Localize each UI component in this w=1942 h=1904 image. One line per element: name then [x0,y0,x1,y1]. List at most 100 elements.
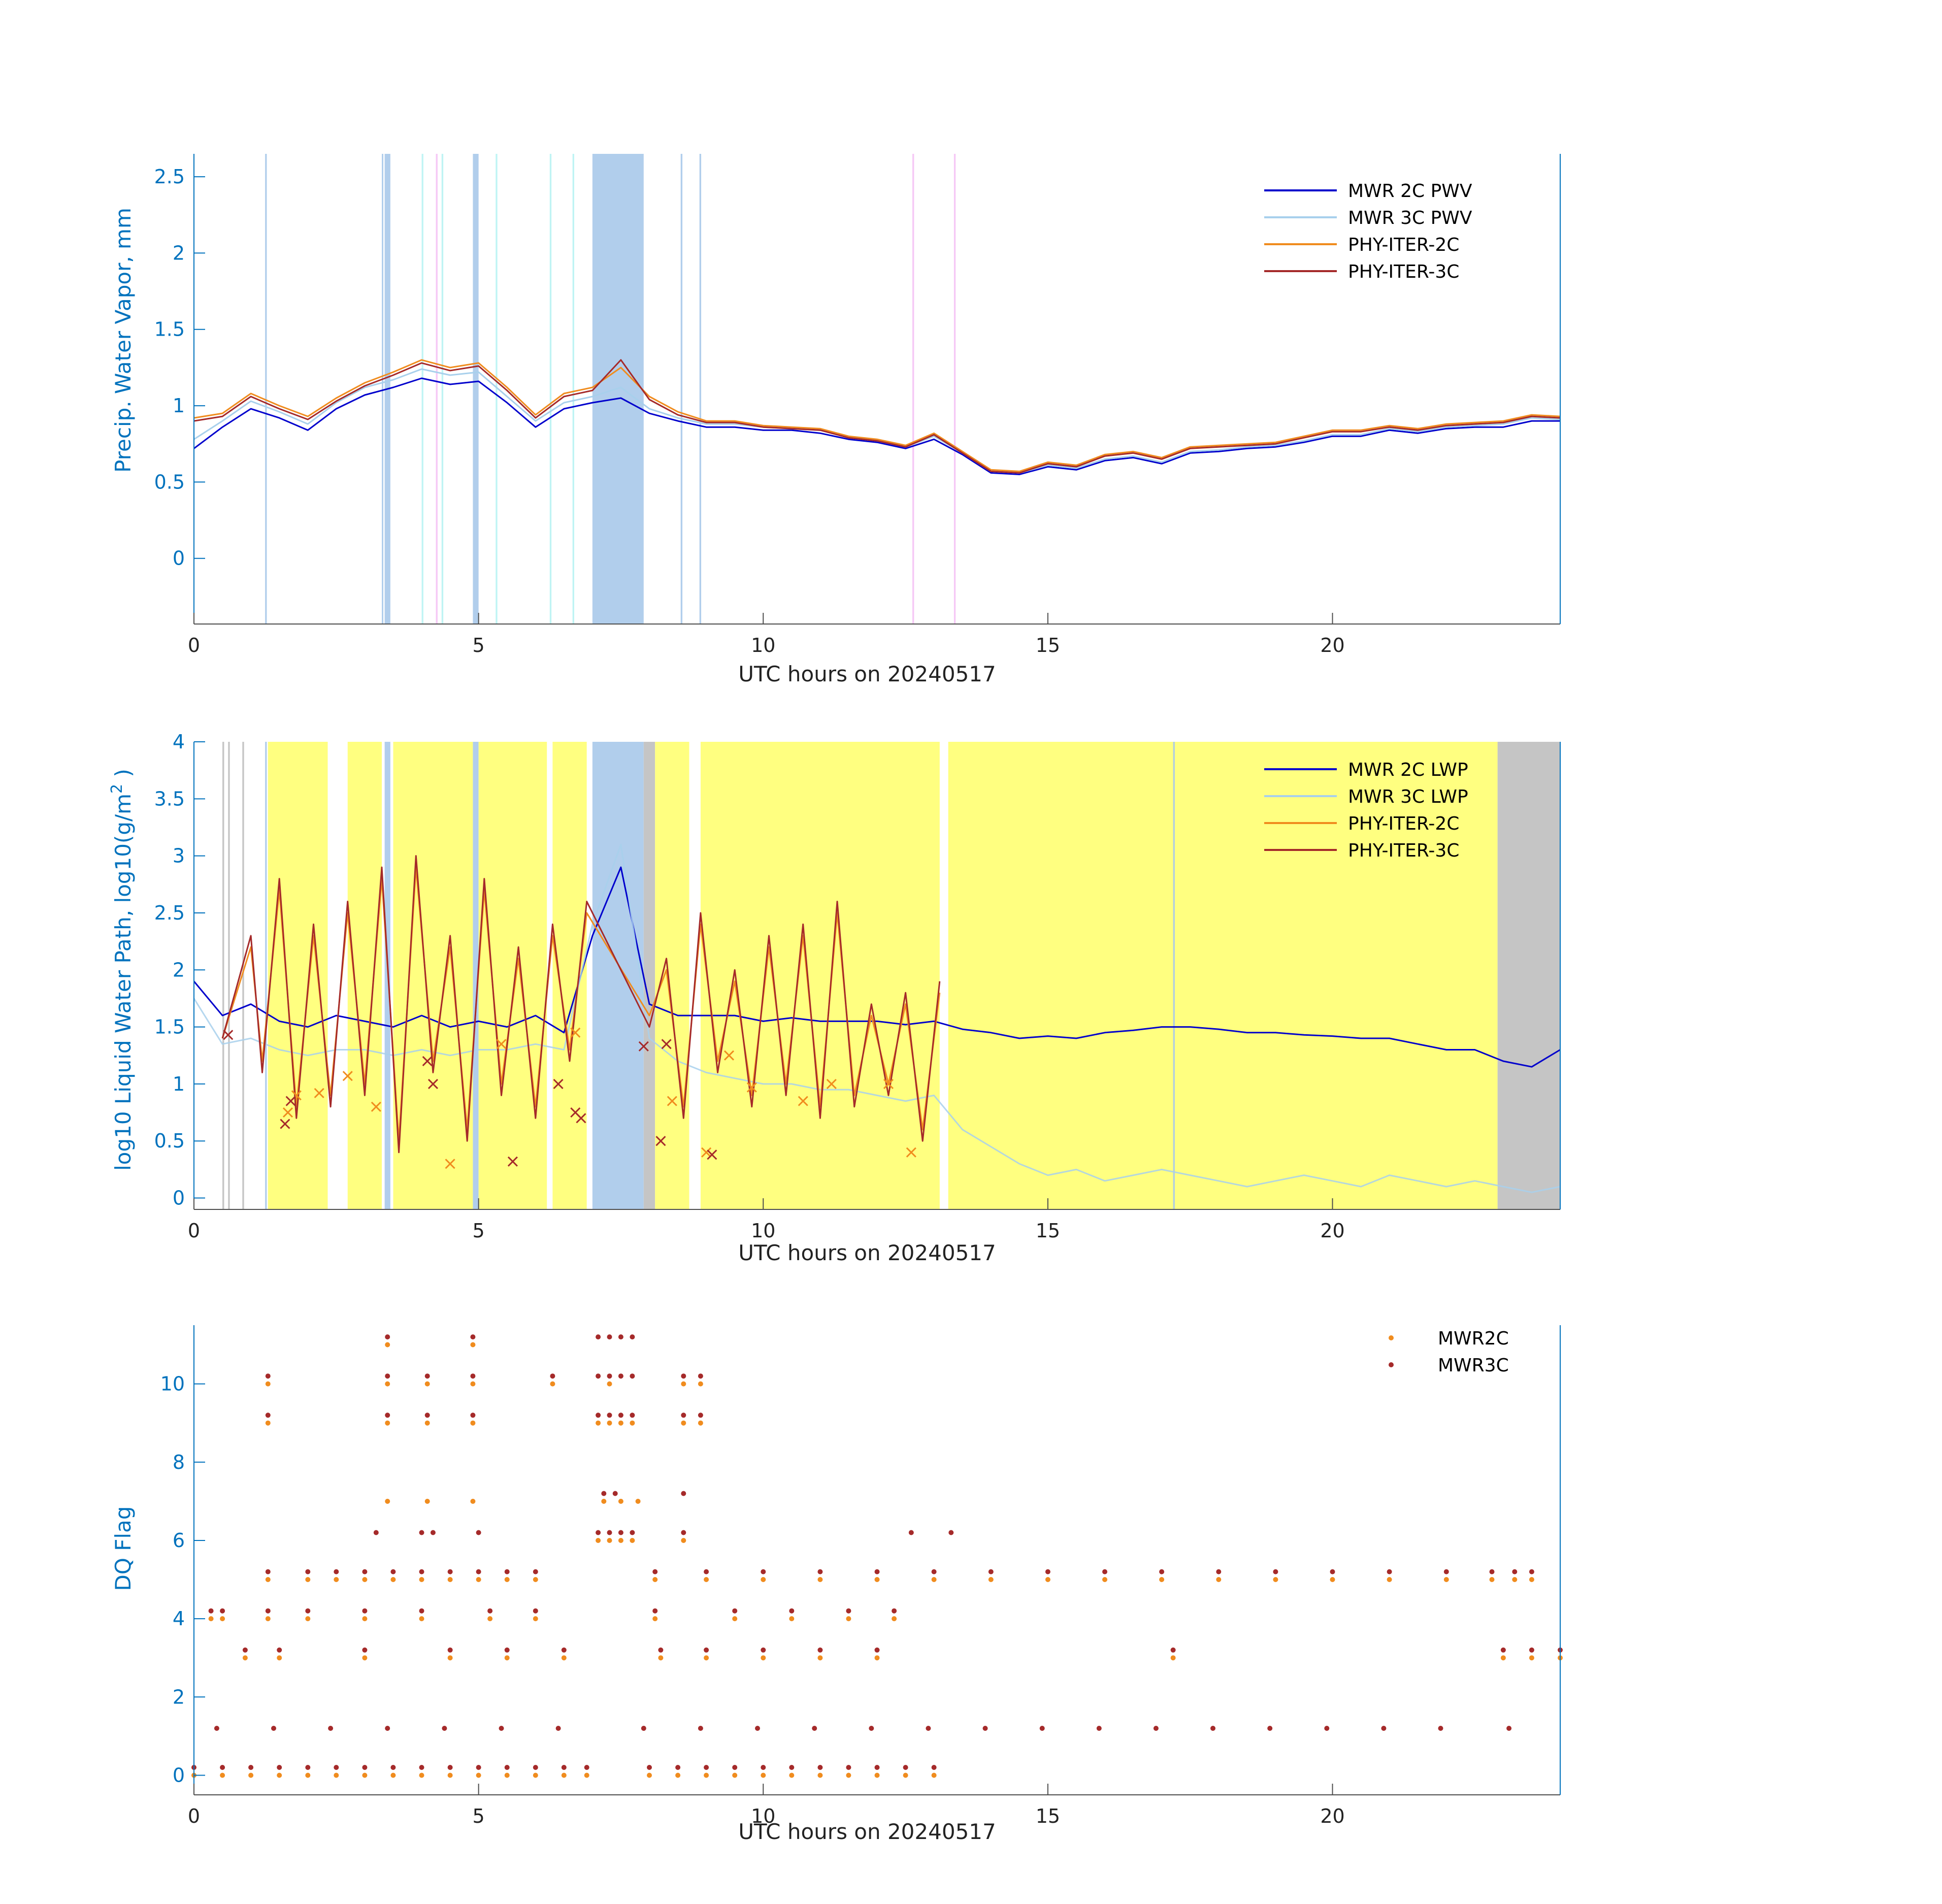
dq-point-mwr2c-84 [618,1538,623,1543]
dq-point-mwr3c-91 [755,1726,760,1731]
phy3c-marker-12 [707,1150,717,1160]
dq-point-mwr3c-90 [698,1726,703,1731]
dq-point-mwr3c-105 [373,1530,379,1535]
flag-band-5 [347,742,382,1209]
dq-point-mwr3c-80 [1529,1647,1534,1653]
dq-point-mwr2c-106 [470,1381,476,1387]
dq-point-mwr2c-95 [424,1420,430,1426]
dq-point-mwr2c-37 [704,1577,709,1582]
dq-panel: 0 5 10 15 20 0 2 4 6 8 10 DQ Flag UTC hours on 202… [111,1325,1563,1844]
dq-point-mwr3c-26 [265,1569,271,1574]
dq-point-mwr2c-63 [732,1616,738,1622]
lwp-flag-bands [222,742,1560,1209]
flag-band-9 [478,742,547,1209]
dq-point-mwr2c-31 [419,1577,424,1582]
lwp-y-axis-title-main: log10 Liquid Water Path, log10(g/m [111,794,136,1171]
flag-band-0 [265,154,267,624]
phy2c-marker-12 [798,1096,808,1106]
dq-point-mwr3c-111 [618,1530,623,1535]
dq-point-mwr2c-76 [817,1655,823,1661]
dq-point-mwr3c-86 [442,1726,447,1731]
x-tick-label-5: 5 [473,1805,485,1827]
flag-band-4 [436,154,438,624]
dq-point-mwr2c-1 [220,1772,225,1778]
dq-point-mwr3c-47 [1273,1569,1278,1574]
dq-point-mwr2c-17 [704,1772,709,1778]
dq-point-mwr3c-123 [596,1413,601,1418]
dq-point-mwr2c-57 [305,1616,311,1622]
phy3c-marker-stroke-b [570,1107,581,1118]
dq-point-mwr2c-27 [305,1577,311,1582]
x-tick-label-20: 20 [1320,1220,1344,1242]
dq-point-mwr2c-66 [892,1616,897,1622]
dq-point-mwr2c-30 [390,1577,396,1582]
dq-point-mwr3c-112 [630,1530,635,1535]
dq-point-mwr2c-44 [1102,1577,1107,1582]
dq-point-mwr2c-29 [362,1577,368,1582]
x-tick-label-15: 15 [1036,1805,1060,1827]
flag-band-3 [421,154,423,624]
dq-point-mwr2c-108 [607,1381,612,1387]
flag-band-8 [473,742,479,1209]
dq-point-mwr2c-40 [874,1577,880,1582]
phy3c-marker-stroke-b [638,1041,649,1052]
dq-point-mwr3c-13 [561,1765,567,1770]
dq-point-mwr3c-102 [1381,1726,1387,1731]
dq-point-mwr2c-25 [931,1772,937,1778]
dq-point-mwr3c-103 [1438,1726,1443,1731]
dq-point-mwr2c-50 [1443,1577,1449,1582]
dq-point-mwr3c-116 [601,1491,607,1496]
dq-point-mwr3c-16 [675,1765,681,1770]
dq-point-mwr2c-68 [277,1655,282,1661]
dq-point-mwr3c-48 [1330,1569,1335,1574]
dq-point-mwr3c-114 [908,1530,914,1535]
dq-point-mwr2c-12 [533,1772,538,1778]
dq-point-mwr3c-141 [470,1334,476,1340]
dq-point-mwr2c-99 [596,1420,601,1426]
dq-point-mwr2c-11 [504,1772,510,1778]
dq-point-mwr3c-50 [1443,1569,1449,1574]
lwp-x-axis-title: UTC hours on 20240517 [738,1240,996,1265]
x-tick-label-15: 15 [1036,634,1060,656]
dq-point-mwr3c-31 [419,1569,424,1574]
dq-point-mwr3c-73 [658,1647,664,1653]
pwv-panel: 0 5 10 15 20 0 0.5 1 1.5 2 2.5 Precip. Water Vapor… [111,154,1561,686]
dq-point-mwr3c-71 [504,1647,510,1653]
dq-point-mwr3c-92 [812,1726,817,1731]
y-tick-label-0: 0 [173,547,185,570]
dq-point-mwr3c-30 [390,1569,396,1574]
x-tick-label-10: 10 [751,1805,775,1827]
dq-point-mwr2c-109 [681,1381,686,1387]
dq-point-mwr2c-98 [698,1420,703,1426]
dq-point-mwr3c-62 [652,1608,658,1614]
phy3c-marker-stroke-b [707,1150,717,1160]
dq-point-mwr3c-137 [630,1373,635,1379]
y-tick-label-2.5: 2.5 [154,902,185,924]
dq-point-mwr3c-65 [846,1608,851,1614]
dq-point-mwr2c-55 [220,1616,225,1622]
dq-point-mwr3c-14 [584,1765,589,1770]
phy3c-marker-stroke-b [422,1056,433,1067]
phy3c-marker-4 [427,1078,438,1089]
dq-point-mwr2c-58 [362,1616,368,1622]
phy3c-marker-stroke-b [285,1096,296,1106]
phy2c-marker-stroke-b [826,1078,837,1089]
dq-point-mwr3c-21 [817,1765,823,1770]
legend-label-mwr2c-lwp: MWR 2C LWP [1348,760,1468,780]
flag-band-1 [382,154,384,624]
series-line-phy-iter-3c [221,855,941,1154]
dq-point-mwr3c-125 [618,1413,623,1418]
dq-point-mwr3c-142 [596,1334,601,1340]
phy3c-marker-9 [638,1041,649,1052]
flag-band-14 [700,742,940,1209]
dq-point-mwr3c-5 [334,1765,339,1770]
flag-band-0 [222,742,224,1209]
dq-point-mwr3c-36 [652,1569,658,1574]
phy2c-marker-8 [667,1096,677,1106]
dq-point-mwr3c-4 [305,1765,311,1770]
dq-point-mwr3c-63 [732,1608,738,1614]
dq-point-mwr2c-22 [846,1772,851,1778]
dq-point-mwr2c-53 [1529,1577,1534,1582]
dq-point-mwr3c-43 [1045,1569,1050,1574]
phy3c-marker-2 [285,1096,296,1106]
